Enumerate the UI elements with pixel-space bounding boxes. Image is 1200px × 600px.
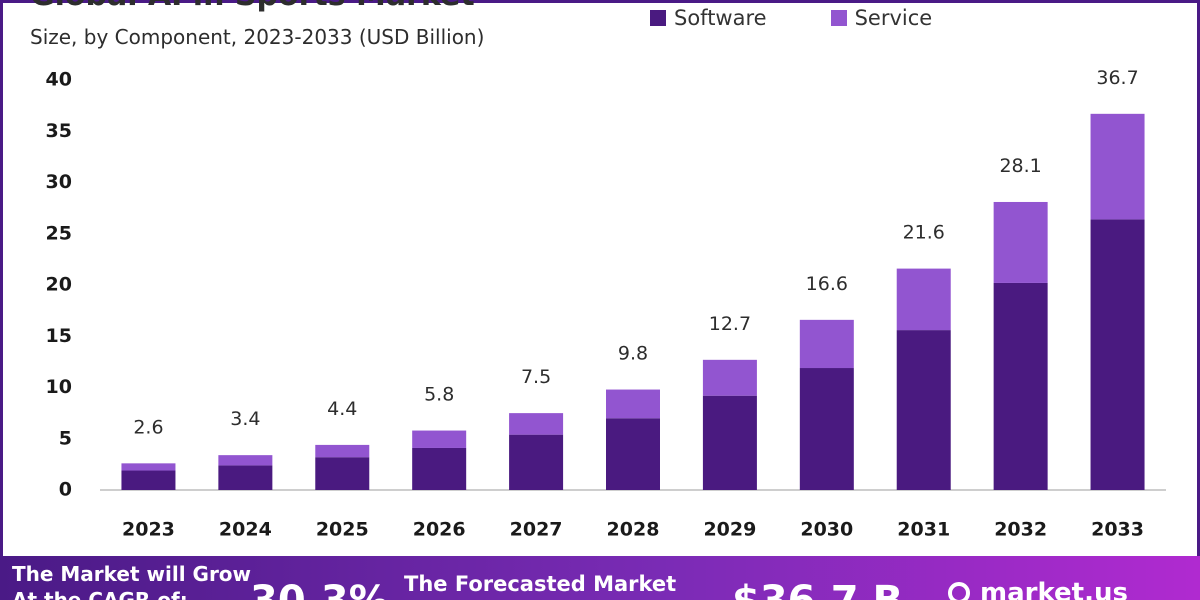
bar-software-2027 [509, 434, 564, 490]
x-tick-label-2023: 2023 [122, 519, 175, 541]
bar-software-2023 [121, 470, 176, 490]
data-label-2033: 36.7 [1096, 67, 1138, 89]
bar-service-2025 [315, 444, 370, 458]
x-tick-label-2031: 2031 [897, 519, 950, 541]
footer-forecast-label: The Forecasted Market [404, 572, 677, 596]
data-label-2023: 2.6 [133, 416, 163, 438]
data-label-2026: 5.8 [424, 384, 454, 406]
footer-brand: market.us [948, 578, 1128, 600]
legend-swatch-service [830, 10, 847, 26]
bar-service-2032 [993, 201, 1048, 283]
data-label-2027: 7.5 [521, 366, 551, 388]
footer-forecast-value: $36.7 B [732, 578, 903, 600]
bar-service-2029 [702, 359, 757, 396]
market-us-logo-icon [948, 582, 970, 600]
x-tick-label-2026: 2026 [413, 519, 466, 541]
x-tick-label-2030: 2030 [800, 519, 853, 541]
bar-service-2024 [218, 455, 273, 466]
data-label-2031: 21.6 [903, 222, 945, 244]
footer-brand-name: market.us [980, 578, 1128, 600]
bar-software-2032 [993, 282, 1048, 490]
legend-swatch-software [650, 10, 666, 26]
chart-subtitle: Size, by Component, 2023-2033 (USD Billi… [30, 25, 485, 49]
data-label-2030: 16.6 [806, 273, 848, 295]
bar-service-2027 [509, 413, 564, 435]
bar-software-2026 [412, 447, 467, 490]
x-tick-label-2032: 2032 [994, 519, 1047, 541]
data-label-2028: 9.8 [618, 343, 648, 365]
legend-item-service: Service [830, 6, 933, 30]
data-label-2029: 12.7 [709, 313, 751, 335]
bar-software-2024 [218, 465, 273, 490]
data-label-2024: 3.4 [230, 408, 260, 430]
x-tick-label-2028: 2028 [607, 519, 660, 541]
bar-service-2026 [412, 430, 467, 448]
legend-label-service: Service [854, 6, 933, 30]
footer-cagr-value: 30.3% [250, 578, 389, 600]
bar-service-2023 [121, 463, 176, 471]
bar-software-2028 [606, 418, 660, 490]
y-tick-label: 15 [46, 325, 72, 347]
y-tick-label: 40 [46, 69, 72, 91]
x-tick-label-2033: 2033 [1091, 519, 1144, 541]
x-tick-label-2024: 2024 [219, 519, 272, 541]
y-tick-label: 10 [46, 376, 72, 398]
bar-chart: 05101520253035402.620233.420244.420255.8… [46, 67, 1166, 541]
legend: Software Service [650, 6, 932, 30]
bar-software-2029 [702, 395, 757, 490]
footer-growth-text: The Market will Grow [12, 562, 252, 586]
bar-software-2031 [896, 330, 951, 490]
legend-label-software: Software [674, 6, 767, 30]
y-tick-label: 5 [59, 427, 72, 449]
bar-software-2025 [315, 457, 370, 490]
x-tick-label-2029: 2029 [703, 519, 756, 541]
x-tick-label-2025: 2025 [316, 519, 369, 541]
x-tick-label-2027: 2027 [510, 519, 563, 541]
y-tick-label: 25 [46, 222, 72, 244]
legend-item-software: Software [650, 6, 767, 30]
data-label-2025: 4.4 [327, 398, 357, 420]
y-tick-label: 0 [59, 479, 72, 501]
bar-service-2031 [896, 268, 951, 331]
bar-software-2033 [1090, 219, 1145, 490]
bar-software-2030 [799, 368, 854, 490]
y-tick-label: 35 [46, 120, 72, 142]
footer-banner: The Market will Grow At the CAGR of: 30.… [0, 556, 1200, 600]
y-tick-label: 20 [46, 274, 72, 296]
bar-service-2030 [799, 319, 854, 369]
chart-title: Global AI in Sports Market [30, 0, 475, 13]
bar-service-2028 [606, 389, 660, 419]
bar-service-2033 [1090, 113, 1145, 220]
footer-cagr-label: At the CAGR of: [12, 588, 188, 600]
data-label-2032: 28.1 [999, 155, 1041, 177]
y-tick-label: 30 [46, 171, 72, 193]
